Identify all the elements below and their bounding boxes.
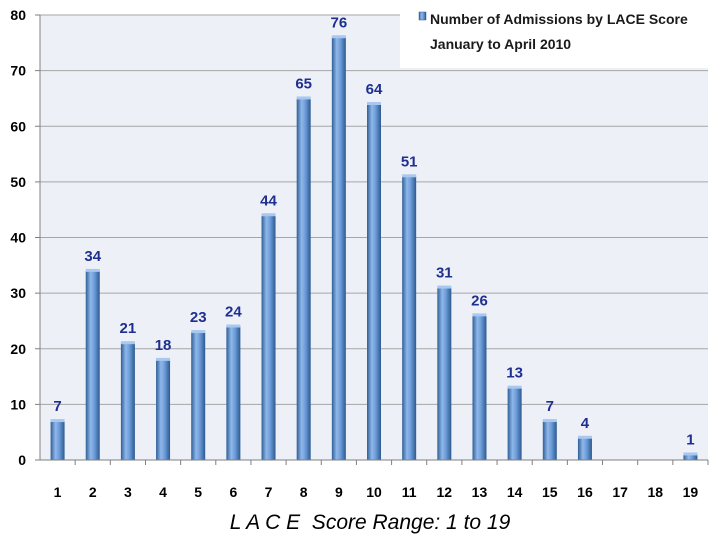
x-tick-label: 18	[647, 484, 663, 500]
y-tick-label: 80	[10, 7, 26, 23]
y-tick-label: 50	[10, 174, 26, 190]
data-label: 7	[53, 398, 61, 415]
x-tick-label: 9	[335, 484, 343, 500]
y-tick-label: 70	[10, 63, 26, 79]
bar-cap	[226, 324, 241, 328]
bar	[437, 287, 452, 460]
y-tick-label: 40	[10, 230, 26, 246]
data-label: 21	[120, 320, 137, 337]
bar-cap	[402, 174, 417, 178]
data-label: 76	[330, 14, 347, 31]
bar-cap	[50, 419, 65, 423]
x-axis: 1 2 3 4 5 6 7 8 9 10 11 12 13 14 15 16 17 18 19	[40, 459, 709, 500]
x-axis-title: L A C E Score Range: 1 to 19	[230, 511, 511, 534]
bar	[191, 332, 206, 460]
y-tick-label: 60	[10, 118, 26, 134]
data-label: 7	[546, 398, 554, 415]
x-tick-label: 1	[54, 484, 62, 500]
x-tick-label: 4	[159, 484, 167, 500]
bar-cap	[437, 285, 452, 289]
bar-cap	[577, 435, 592, 439]
bar-cap	[120, 341, 135, 345]
bar	[472, 315, 487, 460]
bar	[261, 215, 276, 460]
data-labels: 7 34 21 18 23 24 44 65 76 64 51 31 26 13 7 4 1	[53, 14, 694, 448]
data-label: 64	[366, 81, 383, 98]
x-tick-label: 15	[542, 484, 558, 500]
x-tick-label: 12	[437, 484, 453, 500]
y-tick-label: 10	[10, 396, 26, 412]
bar-cap	[85, 268, 100, 272]
data-label: 1	[686, 431, 694, 448]
bar	[156, 359, 171, 460]
bar	[402, 176, 417, 460]
x-tick-label: 13	[472, 484, 488, 500]
bar	[367, 104, 381, 460]
bar-cap	[156, 357, 171, 361]
data-label: 34	[84, 248, 101, 265]
x-tick-label: 14	[507, 484, 523, 500]
x-tick-label: 8	[300, 484, 308, 500]
data-label: 24	[225, 304, 242, 321]
bar	[542, 421, 557, 460]
bars	[50, 35, 698, 460]
data-label: 26	[471, 292, 488, 309]
legend-swatch	[418, 11, 427, 21]
x-tick-label: 17	[612, 484, 628, 500]
bar-cap	[331, 35, 346, 39]
legend-label-line1: Number of Admissions by LACE Score	[430, 11, 688, 27]
bar-cap	[472, 313, 487, 317]
data-label: 18	[155, 337, 172, 354]
bar	[507, 387, 522, 460]
x-tick-label: 16	[577, 484, 593, 500]
bar-cap	[296, 96, 311, 100]
data-label: 44	[260, 192, 277, 209]
bar	[226, 326, 241, 460]
y-axis: 0 10 20 30 40 50 60 70 80	[10, 7, 41, 468]
bar	[296, 98, 311, 460]
data-label: 13	[506, 365, 523, 382]
bar	[331, 37, 346, 460]
y-tick-label: 0	[18, 452, 26, 468]
data-label: 51	[401, 153, 418, 170]
bar-cap	[507, 385, 522, 389]
y-tick-label: 30	[10, 285, 26, 301]
x-tick-label: 3	[124, 484, 132, 500]
x-tick-label: 11	[402, 484, 417, 500]
data-label: 31	[436, 265, 453, 282]
data-label: 65	[295, 75, 312, 92]
legend: Number of Admissions by LACE Score Janua…	[400, 6, 718, 68]
x-tick-label: 10	[366, 484, 382, 500]
x-tick-label: 2	[89, 484, 97, 500]
bar	[577, 437, 592, 460]
y-tick-label: 20	[10, 341, 26, 357]
legend-background	[400, 6, 718, 68]
bar-cap	[542, 419, 557, 423]
bar	[120, 343, 135, 460]
x-tick-label: 5	[194, 484, 202, 500]
bar	[85, 270, 100, 460]
bar	[50, 421, 65, 460]
x-tick-label: 7	[265, 484, 273, 500]
legend-label-line2: January to April 2010	[430, 36, 571, 52]
data-label: 4	[581, 415, 590, 432]
bar-cap	[683, 452, 698, 456]
bar-cap	[261, 213, 276, 217]
x-tick-label: 6	[229, 484, 237, 500]
data-label: 23	[190, 309, 207, 326]
x-tick-label: 19	[683, 484, 699, 500]
bar-cap	[367, 102, 381, 105]
bar-cap	[191, 330, 206, 334]
bar	[683, 454, 698, 460]
